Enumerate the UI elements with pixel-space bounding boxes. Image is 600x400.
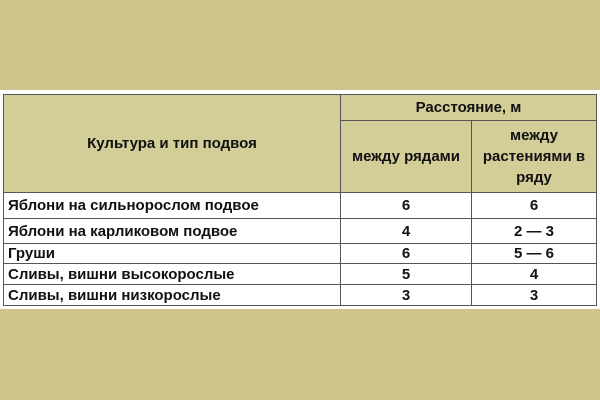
header-distance: Расстояние, м — [340, 94, 597, 121]
header-between-plants: между растениями в ряду — [471, 120, 597, 193]
table-row: Сливы, вишни высокорослые 5 4 — [3, 263, 597, 285]
table-row: Груши 6 5 — 6 — [3, 243, 597, 264]
plants-distance-cell: 4 — [471, 263, 597, 285]
rows-distance-cell: 3 — [340, 284, 472, 306]
rows-distance-cell: 4 — [340, 218, 472, 244]
crop-cell: Груши — [3, 243, 341, 264]
crop-cell: Яблони на карликовом подвое — [3, 218, 341, 244]
crop-cell: Яблони на сильнорослом подвое — [3, 192, 341, 219]
crop-cell: Сливы, вишни низкорослые — [3, 284, 341, 306]
rows-distance-cell: 6 — [340, 192, 472, 219]
rows-distance-cell: 5 — [340, 263, 472, 285]
crop-cell: Сливы, вишни высокорослые — [3, 263, 341, 285]
table-row: Яблони на карликовом подвое 4 2 — 3 — [3, 218, 597, 244]
plants-distance-cell: 3 — [471, 284, 597, 306]
plants-distance-cell: 2 — 3 — [471, 218, 597, 244]
table-row: Сливы, вишни низкорослые 3 3 — [3, 284, 597, 306]
header-crop: Культура и тип подвоя — [3, 94, 341, 193]
table-row: Яблони на сильнорослом подвое 6 6 — [3, 192, 597, 219]
plants-distance-cell: 6 — [471, 192, 597, 219]
planting-distance-table: Культура и тип подвоя Расстояние, м межд… — [3, 94, 597, 306]
rows-distance-cell: 6 — [340, 243, 472, 264]
header-between-rows: между рядами — [340, 120, 472, 193]
plants-distance-cell: 5 — 6 — [471, 243, 597, 264]
